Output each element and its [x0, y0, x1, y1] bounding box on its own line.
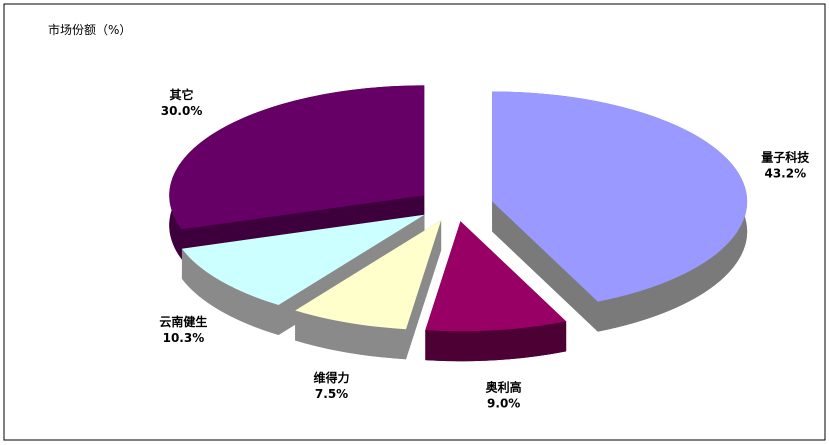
slice-value-label: 43.2% [764, 167, 806, 181]
slice [295, 220, 442, 330]
slice [181, 214, 425, 305]
slice-label: 云南健生 [159, 314, 207, 329]
slice-value-label: 7.5% [315, 387, 348, 401]
slice [169, 85, 425, 230]
chart-title: 市场份额（%） [48, 22, 131, 37]
slice-label: 奥利高 [486, 380, 522, 395]
slice-group [295, 220, 442, 360]
slice-outer-wall [181, 248, 279, 335]
slice-value-label: 10.3% [163, 331, 205, 345]
slice-outer-wall [425, 321, 567, 362]
slice-radial-wall [492, 201, 598, 332]
slice-label: 其它 [170, 87, 194, 102]
slice-value-label: 9.0% [487, 397, 520, 411]
slice [425, 221, 567, 332]
slice [492, 91, 748, 302]
slice-outer-wall [295, 310, 406, 360]
slice-label: 维得力 [314, 370, 350, 385]
slice-group [425, 221, 567, 362]
slice-value-label: 30.0% [161, 104, 203, 118]
slice-group [492, 91, 748, 332]
slice-label: 量子科技 [761, 150, 810, 165]
